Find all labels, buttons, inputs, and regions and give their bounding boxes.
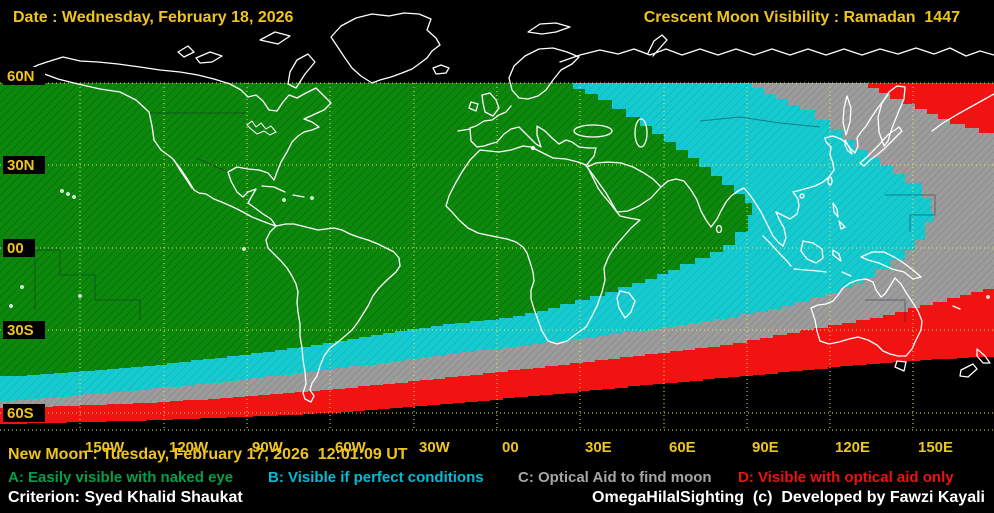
legend-zone-c: C: Optical Aid to find moon [518,469,712,486]
siberia-arctic-coast [559,47,994,63]
new-zealand-north-outline [976,348,991,364]
chukotka-coast [931,93,994,132]
arabia-outline [586,161,662,213]
samoa-dot [20,285,24,289]
black-sea-outline [573,124,613,138]
europe-mediterranean-coast [457,125,597,167]
mindanao-outline [838,220,846,230]
svalbard-outline [527,22,571,35]
taiwan-outline [827,176,833,186]
lon-label-90W: 90W [252,439,284,456]
lon-label-30W: 30W [419,439,451,456]
lat-label-bg [3,239,35,257]
lat-label-bg [3,321,45,339]
fiji-dot [986,295,990,299]
sicily-dot [530,145,536,151]
jamaica-dot [282,198,286,202]
timor-outline [841,271,852,277]
hawaii-dot-1 [60,189,64,193]
iceland-outline [432,64,450,75]
galapagos-dot [242,247,246,251]
lat-label-00: 00 [7,240,24,257]
great-lakes-outline [246,120,277,136]
latitude-labels: 60N 30N 00 30S 60S [3,67,45,422]
visibility-zones [0,83,994,430]
sri-lanka-outline [715,224,723,234]
ireland-outline [468,101,479,112]
lon-label-120E: 120E [835,439,870,456]
lat-label-bg [3,67,45,85]
puerto-rico-dot [310,196,314,200]
longitude-labels: 150W 120W 90W 60W 30W 00 30E 60E 90E 120E 150E [85,439,953,456]
lat-label-30S: 30S [7,322,34,339]
novaya-zemlya-outline [647,34,668,57]
legend-zone-a: A: Easily visible with naked eye [8,469,234,486]
zone-not-visible-south [0,356,994,430]
criterion-label: Criterion: Syed Khalid Shaukat [8,489,243,506]
tonga-dot [9,304,13,308]
sulawesi-outline [832,249,842,262]
world-visibility-map: 60N 30N 00 30S 60S 150W 120W 90W 60W 30W 00 30E 60E… [0,12,994,456]
madagascar-outline [616,290,636,319]
branding-label: OmegaHilalSighting (c) Developed by Fawz… [592,489,985,506]
korea-outline [844,139,853,155]
tasmania-outline [894,360,907,372]
japan-outline [859,126,903,167]
java-outline [793,268,827,273]
hawaii-dot-3 [72,195,76,199]
lat-label-bg [3,156,45,174]
ellesmere-outline [259,31,291,45]
victoria-island-outline [195,51,223,64]
date-label: Date : Wednesday, February 18, 2026 [13,9,294,26]
legend-zone-b: B: Visible if perfect conditions [268,469,484,486]
lon-label-150W: 150W [85,439,125,456]
zone-D-visible-with-optical-aid-northeast [868,83,994,133]
lat-label-bg [3,404,45,422]
philippines-outline [832,202,839,218]
new-zealand-south-outline [959,363,978,378]
banks-island-outline [177,45,195,58]
new-guinea-outline [860,251,922,280]
lon-label-60W: 60W [335,439,367,456]
lat-label-60N: 60N [7,68,35,85]
south-america-outline [265,223,401,403]
caspian-sea-outline [634,118,648,148]
lon-label-00: 00 [502,439,519,456]
continent-outlines [9,12,994,403]
hainan-dot [799,193,805,199]
lon-label-120W: 120W [169,439,209,456]
hispaniola-outline [292,194,305,198]
borneo-outline [800,240,824,264]
kamchatka-outline [877,85,906,147]
scandinavia-outline [508,47,580,100]
lon-label-60E: 60E [669,439,696,456]
lon-label-150E: 150E [918,439,953,456]
lat-label-30N: 30N [7,157,35,174]
baffin-island-outline [287,53,316,89]
cuba-outline [261,185,286,193]
baja-california-outline [173,159,193,189]
new-caledonia-outline [952,305,961,310]
africa-outline [445,145,641,345]
tahiti-dot [78,294,82,298]
lon-label-30E: 30E [585,439,612,456]
australia-outline [810,277,923,357]
page-title: Crescent Moon Visibility : Ramadan 1447 [643,9,960,26]
new-moon-time-label: New Moon : Tuesday, February 17, 2026 12… [8,446,408,463]
sumatra-outline [762,235,792,267]
hawaii-dot-2 [66,192,70,196]
sakhalin-outline [842,95,852,136]
greenland-outline [330,12,441,84]
graticule-grid [0,82,994,431]
europe-atlantic-coast [469,105,512,129]
north-america-outline [29,56,332,227]
britain-outline [481,92,500,117]
lat-label-60S: 60S [7,405,34,422]
legend-zone-d: D: Visible with optical aid only [738,469,954,486]
country-borders [10,112,936,322]
lon-label-90E: 90E [752,439,779,456]
